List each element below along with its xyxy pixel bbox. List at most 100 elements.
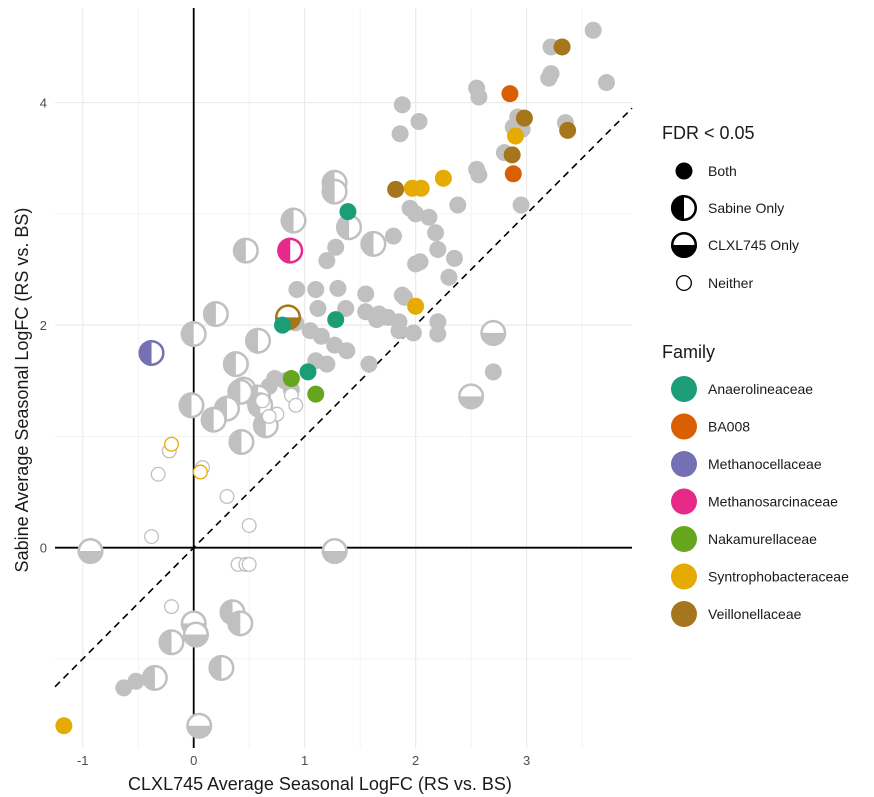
data-point-syntrophobacteraceae	[407, 297, 425, 315]
legend-fdr-label: CLXL745 Only	[708, 237, 799, 253]
data-point	[180, 321, 207, 348]
data-point	[158, 629, 185, 656]
data-point	[338, 342, 356, 360]
data-point-anaerolineaceae	[327, 311, 345, 329]
legend-fdr: FDR < 0.05 Both Sabine Only CLXL745 Only Ne…	[662, 123, 799, 291]
data-point	[391, 125, 409, 143]
data-point	[144, 529, 160, 545]
data-point	[182, 621, 209, 648]
data-point	[327, 238, 345, 256]
legend-family-swatch	[671, 451, 697, 477]
data-point	[164, 599, 180, 615]
legend-family-title: Family	[662, 342, 715, 362]
data-point	[178, 392, 205, 419]
data-point-ba008	[501, 85, 519, 103]
legend-family-swatch	[671, 526, 697, 552]
data-point-veillonellaceae	[387, 180, 405, 198]
data-point-nakamurellaceae	[282, 370, 300, 388]
data-point	[429, 240, 447, 258]
data-point	[241, 517, 257, 533]
data-point	[480, 319, 507, 346]
data-point	[449, 196, 467, 214]
data-point	[202, 301, 229, 328]
legend-family-label: Methanocellaceae	[708, 456, 822, 472]
x-tick-label: 0	[190, 753, 197, 768]
data-point-ba008	[504, 165, 522, 183]
legend-family-label: Syntrophobacteraceae	[708, 569, 849, 585]
legend-family-swatch	[671, 413, 697, 440]
data-point	[336, 214, 363, 241]
data-point	[427, 224, 445, 242]
data-point	[337, 299, 355, 317]
x-tick-label: -1	[77, 753, 89, 768]
data-point	[288, 281, 306, 299]
data-point	[429, 313, 447, 331]
data-point	[115, 679, 133, 697]
y-tick-labels: 0 2 4	[40, 96, 47, 556]
data-point-anaerolineaceae	[299, 363, 317, 381]
data-point	[227, 610, 254, 637]
data-point	[407, 255, 425, 273]
data-point	[254, 393, 270, 409]
data-point	[232, 237, 259, 264]
y-tick-label: 4	[40, 96, 47, 111]
data-point	[150, 466, 166, 482]
data-point	[219, 489, 235, 505]
legend-family-swatch	[671, 488, 697, 515]
legend-family-label: BA008	[708, 419, 750, 435]
data-point	[186, 712, 213, 739]
data-point	[360, 230, 387, 257]
legend-fdr-label: Sabine Only	[708, 200, 784, 216]
data-point-methanocellaceae	[138, 339, 165, 366]
data-point	[440, 268, 458, 286]
data-point	[597, 74, 615, 92]
data-point	[384, 227, 402, 245]
data-point	[77, 538, 104, 565]
data-point	[321, 538, 348, 565]
data-point-veillonellaceae	[559, 121, 577, 139]
legend-family-label: Nakamurellaceae	[708, 531, 817, 547]
data-point	[307, 281, 325, 299]
data-point-syntrophobacteraceae	[164, 436, 180, 452]
legend-fdr-key-bottom	[671, 232, 697, 258]
data-point	[584, 21, 602, 39]
data-point	[393, 96, 411, 114]
data-point	[420, 208, 438, 226]
data-point	[288, 397, 304, 413]
data-point-veillonellaceae	[515, 109, 533, 127]
legend-fdr-title: FDR < 0.05	[662, 123, 755, 143]
x-tick-labels: -1 0 1 2 3	[77, 753, 530, 768]
legend-fdr-key-none	[676, 274, 693, 291]
data-point	[222, 351, 249, 378]
legend-family-label: Veillonellaceae	[708, 606, 802, 622]
legend-family-swatch	[671, 563, 697, 590]
data-point	[512, 196, 530, 214]
legend-fdr-label: Both	[708, 163, 737, 179]
identity-reference-line	[54, 107, 633, 688]
data-point	[321, 178, 348, 205]
data-point	[280, 207, 307, 234]
data-point-nakamurellaceae	[307, 385, 325, 403]
data-point-veillonellaceae	[553, 38, 571, 56]
data-point	[470, 88, 488, 106]
legend-fdr-key-left	[671, 195, 697, 221]
data-point	[309, 299, 327, 317]
legend-family-label: Methanosarcinaceae	[708, 494, 838, 510]
data-point	[329, 279, 347, 297]
x-tick-label: 3	[523, 753, 530, 768]
data-point-veillonellaceae	[503, 146, 521, 164]
data-point	[458, 383, 485, 410]
data-point	[312, 327, 330, 345]
y-tick-label: 0	[40, 541, 47, 556]
data-point	[410, 113, 428, 131]
plot-panel	[54, 8, 633, 748]
data-point	[407, 205, 425, 223]
data-points	[55, 21, 615, 739]
data-point	[484, 363, 502, 381]
y-tick-label: 2	[40, 318, 47, 333]
data-point	[228, 428, 255, 455]
x-tick-label: 1	[301, 753, 308, 768]
y-axis-title: Sabine Average Seasonal LogFC (RS vs. BS…	[12, 208, 32, 573]
data-point-anaerolineaceae	[273, 316, 291, 334]
